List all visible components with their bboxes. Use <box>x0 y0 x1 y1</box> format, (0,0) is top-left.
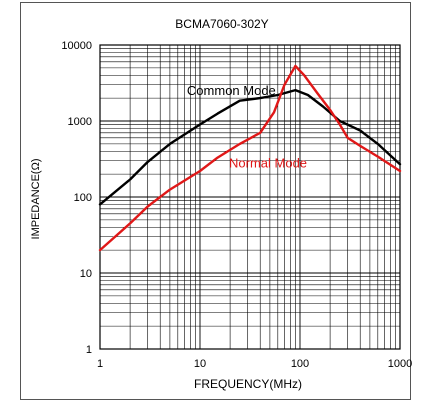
x-tick-label: 1 <box>97 358 103 370</box>
series-label-normal-mode: Normal Mode <box>229 155 307 170</box>
x-tick-label: 100 <box>291 358 309 370</box>
chart-title: BCMA7060-302Y <box>175 17 268 31</box>
series-lines <box>98 64 402 252</box>
y-tick-label: 1 <box>86 344 92 356</box>
x-tick-label: 10 <box>194 358 206 370</box>
y-tick-label: 1000 <box>68 116 92 128</box>
x-axis-label: FREQUENCY(MHz) <box>194 377 302 391</box>
impedance-chart: BCMA7060-302Y IMPEDANCE(Ω) FREQUENCY(MHz… <box>30 17 412 391</box>
series-line-common-mode <box>98 88 402 206</box>
chart-frame: BCMA7060-302Y IMPEDANCE(Ω) FREQUENCY(MHz… <box>20 2 412 400</box>
plot-border <box>99 44 401 350</box>
y-tick-label: 10 <box>80 268 92 280</box>
x-tick-label: 1000 <box>388 358 412 370</box>
plot-grid <box>99 44 401 350</box>
series-line-normal-mode <box>98 64 402 252</box>
y-tick-label: 100 <box>74 192 92 204</box>
y-axis-label: IMPEDANCE(Ω) <box>30 159 42 240</box>
y-tick-label: 10000 <box>61 40 92 52</box>
series-label-common-mode: Common Mode <box>187 83 276 98</box>
tick-labels: 1 10 100 1000 1 10 100 1000 10000 <box>61 40 412 370</box>
series-labels: Common Mode Normal Mode <box>187 83 307 170</box>
